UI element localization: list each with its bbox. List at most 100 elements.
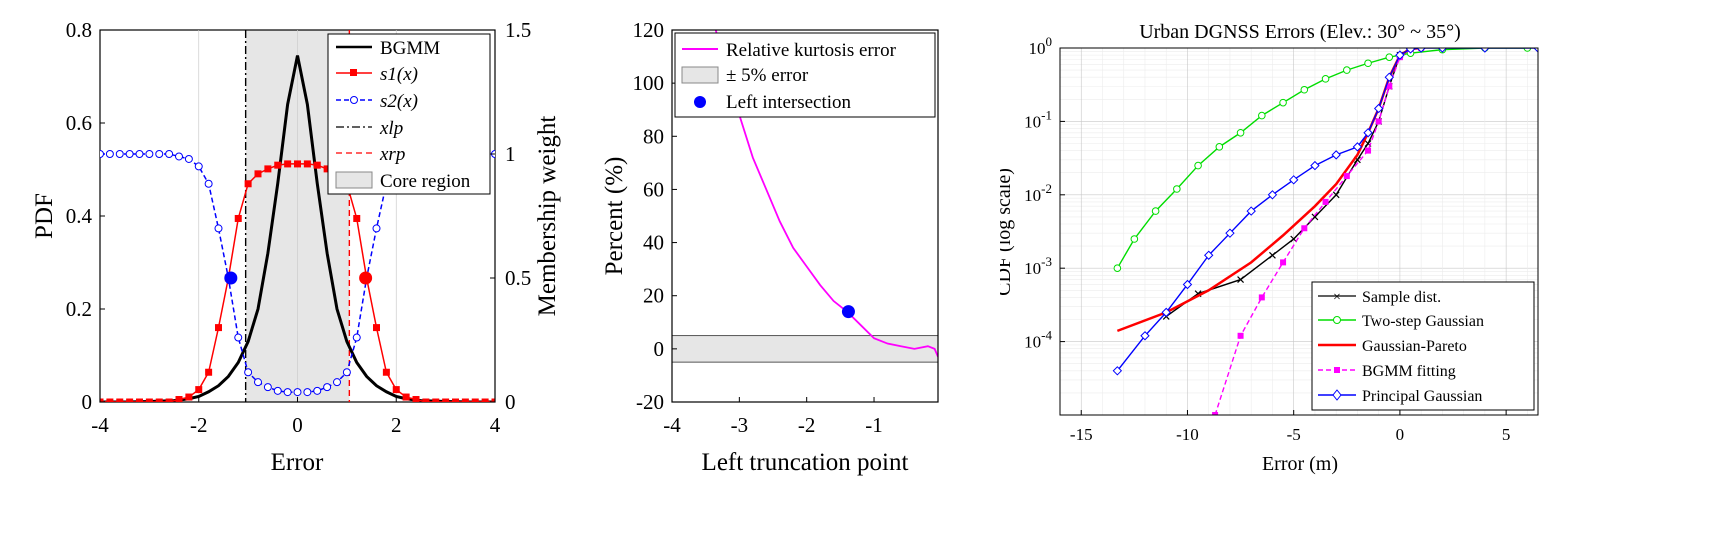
c1-s1-point (205, 368, 213, 376)
c1-s2-point (303, 388, 312, 397)
c1-intersection-0 (224, 271, 238, 285)
c2-ylabel: Percent (%) (601, 157, 628, 276)
c1-xtick: -2 (190, 413, 208, 437)
chart-3: -15 -10 -5 0 5 10-4 10-3 10-2 10-1 100 Urban DGNS… (1000, 21, 1539, 475)
c3-point (1533, 48, 1538, 53)
c1-s1-point (491, 398, 495, 402)
c1-legend-bgmm: BGMM (380, 38, 440, 59)
c1-ytick: 0.6 (66, 111, 92, 135)
c2-ytick: 120 (633, 18, 665, 42)
c1-s1-point (234, 214, 242, 222)
c1-s1-point (392, 386, 400, 394)
c3-ytick: 100 (1029, 34, 1053, 58)
c1-legend-core: Core region (380, 171, 471, 192)
c1-s2-point (283, 388, 292, 397)
c1-ytick: 0.2 (66, 297, 92, 321)
c3-point (1204, 250, 1214, 260)
c2-legend: Relative kurtosis error ± 5% error Left … (674, 32, 936, 118)
c1-xtick: 0 (292, 413, 303, 437)
c1-ylabel: PDF (31, 193, 58, 239)
svg-text:×: × (1333, 290, 1341, 305)
c3-point (1225, 228, 1235, 238)
c3-xtick: -15 (1070, 425, 1093, 444)
c1-xtick: 4 (490, 413, 501, 437)
c3-point (1480, 48, 1490, 53)
c2-ytick: 0 (654, 337, 665, 361)
c3-series-line-0 (1165, 48, 1411, 318)
c2-series-line-0 (714, 30, 938, 358)
c1-s2-point (165, 150, 174, 158)
c3-legend-gp: Gaussian-Pareto (1362, 338, 1467, 355)
c1-s2-point (372, 224, 381, 233)
c1-s1-point (106, 398, 114, 402)
c3-xtick: 0 (1396, 425, 1405, 444)
c1-s1-point (195, 386, 203, 394)
c1-s2-point (175, 152, 183, 161)
c3-point (1182, 279, 1193, 290)
c1-s2-point (254, 378, 262, 387)
c1-xlabel: Error (271, 449, 324, 476)
c2-xtick: -4 (663, 413, 681, 437)
c1-s2-point (125, 150, 134, 158)
c3-point (1395, 50, 1405, 60)
c3-point (1258, 111, 1266, 120)
c3-point (1173, 185, 1181, 193)
c1-s2-point (194, 162, 203, 171)
c3-title: Urban DGNSS Errors (Elev.: 30° ~ 35°) (1139, 21, 1461, 43)
c1-ytick: 0 (82, 390, 93, 414)
c1-s2-point (234, 333, 243, 342)
chart-1: -4 -2 0 2 400.20.40.60.800.511.5 Error PDF M… (31, 18, 561, 476)
c3-point (1363, 128, 1373, 138)
c3-xtick: 5 (1502, 425, 1511, 444)
c2-legend-band: ± 5% error (726, 65, 809, 86)
c1-s1-point (303, 160, 311, 168)
c3-point (1300, 85, 1309, 94)
c1-s2-point (333, 378, 341, 387)
c1-s2-point (352, 333, 361, 342)
c1-s1-point (274, 161, 282, 169)
c2-ytick: 60 (643, 177, 664, 201)
c3-point (1365, 147, 1372, 154)
c1-s2-point (155, 150, 164, 158)
c1-s1-point (382, 368, 390, 376)
c3-point (1161, 307, 1171, 318)
c1-legend-xrp: xrp (379, 144, 405, 165)
c2-ytick: 100 (633, 71, 665, 95)
c1-s2-point (293, 388, 302, 397)
c3-point (1437, 48, 1448, 53)
c1-s1-point (264, 165, 272, 173)
c1-ylabel-right: Membership weight (534, 116, 561, 317)
c3-point (1130, 235, 1139, 243)
c1-s2-point (342, 368, 351, 377)
c3-point (1375, 118, 1382, 125)
c3-point (1237, 332, 1244, 339)
c1-s1-point (145, 398, 153, 402)
c1-s1-point (284, 160, 292, 168)
c2-left-intersection (841, 305, 855, 319)
c1-s1-point (185, 393, 193, 401)
c3-point (1385, 53, 1394, 61)
c3-legend-twostep: Two-step Gaussian (1362, 313, 1484, 330)
c1-ytick-right: 1.5 (505, 18, 531, 42)
c1-s2-point (313, 386, 322, 395)
c2-xtick: -3 (731, 413, 749, 437)
c1-s1-point (313, 161, 321, 169)
c3-point (1322, 198, 1329, 205)
c1-legend: BGMM s1(x) s2(x) xlp xrp Core region (327, 33, 491, 195)
c1-ytick-right: 0.5 (505, 266, 531, 290)
c3-ytick: 10-1 (1024, 107, 1052, 131)
c1-s2-point (263, 383, 272, 392)
c3-point (1288, 175, 1299, 185)
c3-point (1311, 213, 1319, 221)
c3-point (1212, 412, 1219, 415)
c1-legend-s1: s1(x) (380, 64, 418, 85)
c1-s1-point (100, 398, 104, 402)
c1-s1-point (215, 324, 222, 332)
c1-s2-point (145, 150, 154, 158)
c3-legend-principal: Principal Gaussian (1362, 388, 1482, 405)
c1-s1-point (244, 180, 252, 188)
c3-point (1279, 98, 1287, 107)
c1-ytick-right: 1 (505, 142, 516, 166)
c1-s1-point (136, 398, 143, 402)
c3-legend-bgmm: BGMM fitting (1362, 363, 1456, 380)
